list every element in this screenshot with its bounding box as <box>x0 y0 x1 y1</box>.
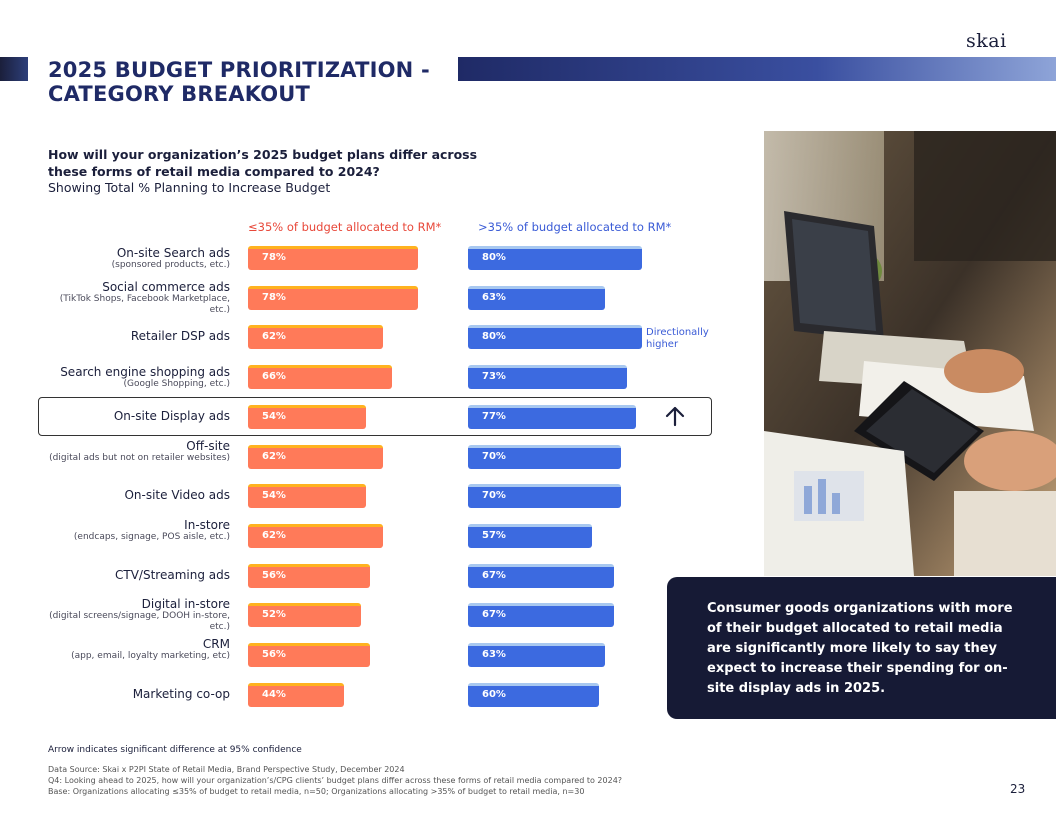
bar-low-allocation <box>248 603 362 628</box>
bar-low-allocation <box>248 563 371 588</box>
category-name: CTV/Streaming ads <box>115 567 230 582</box>
chart-question: How will your organization’s 2025 budget… <box>48 147 478 179</box>
category-name: Digital in-store <box>141 597 230 612</box>
category-detail: (sponsored products, etc.) <box>111 259 230 270</box>
bar-low-allocation <box>248 404 366 429</box>
significance-highlight-row <box>38 397 712 436</box>
category-label: Social commerce ads (TikTok Shops, Facebo… <box>45 280 230 316</box>
source-notes: Data Source: Skai x P2PI State of Retail… <box>48 764 948 797</box>
bar-high-allocation <box>468 563 615 588</box>
category-label: In-store (endcaps, signage, POS aisle, et… <box>74 518 230 543</box>
bar-value-label: 63% <box>482 649 506 660</box>
bar-low-allocation <box>248 365 392 390</box>
bar-low-allocation <box>248 246 419 270</box>
category-name: Retailer DSP ads <box>130 329 230 344</box>
category-name: In-store <box>184 517 230 532</box>
category-name: Search engine shopping ads <box>60 364 230 379</box>
category-name: Social commerce ads <box>102 279 230 294</box>
bar-value-label: 57% <box>482 529 506 541</box>
insight-callout: Consumer goods organizations with more o… <box>667 577 1056 719</box>
bar-value-label: 60% <box>482 688 506 700</box>
bar-value-label: 78% <box>262 252 286 263</box>
category-label: On-site Video ads <box>124 488 230 502</box>
bar-value-label: 67% <box>482 569 506 581</box>
category-name: Off-site <box>186 438 230 453</box>
bar-value-label: 67% <box>482 609 506 621</box>
legend-high-allocation: >35% of budget allocated to RM* <box>478 220 672 234</box>
bar-value-label: 80% <box>482 331 506 343</box>
bar-high-allocation <box>468 444 621 469</box>
title-band-left <box>0 57 28 81</box>
category-detail: (app, email, loyalty marketing, etc) <box>71 651 230 661</box>
bar-high-allocation <box>468 523 593 548</box>
bar-value-label: 78% <box>262 291 286 303</box>
bar-low-allocation <box>248 643 371 667</box>
bar-value-label: 63% <box>482 291 506 303</box>
category-label: On-site Search ads (sponsored products, e… <box>112 246 230 271</box>
arrow-up-icon <box>665 406 685 427</box>
bar-high-allocation <box>468 682 599 707</box>
category-detail: (Google Shopping, etc.) <box>123 378 230 389</box>
category-name: Marketing co-op <box>132 686 230 701</box>
directionally-higher-note: Directionally higher <box>646 327 709 350</box>
bar-value-label: 70% <box>482 450 506 462</box>
bar-value-label: 54% <box>262 490 286 502</box>
bar-value-label: 44% <box>262 688 286 700</box>
page-number: 23 <box>1010 782 1026 796</box>
category-label: Retailer DSP ads <box>131 329 230 343</box>
bar-value-label: 62% <box>262 331 286 343</box>
bar-high-allocation <box>468 365 628 390</box>
bar-low-allocation <box>248 285 419 310</box>
significance-footnote: Arrow indicates significant difference a… <box>48 745 302 755</box>
category-name: CRM <box>202 637 230 651</box>
category-label: On-site Display ads <box>114 409 230 423</box>
bar-value-label: 56% <box>262 569 286 581</box>
category-detail: (endcaps, signage, POS aisle, etc.) <box>73 531 230 542</box>
bar-low-allocation <box>248 325 384 350</box>
bar-value-label: 52% <box>262 609 286 621</box>
title-band-right <box>458 57 1056 81</box>
source-line: Data Source: Skai x P2PI State of Retail… <box>48 765 405 774</box>
bar-high-allocation <box>468 246 643 270</box>
category-label: Digital in-store (digital screens/signage… <box>45 597 230 633</box>
bar-value-label: 77% <box>482 410 506 422</box>
bar-value-label: 62% <box>262 450 286 462</box>
bar-value-label: 66% <box>262 371 286 383</box>
question-line: Q4: Looking ahead to 2025, how will your… <box>48 776 623 785</box>
bar-low-allocation <box>248 523 384 548</box>
bar-value-label: 70% <box>482 490 506 502</box>
bar-low-allocation <box>248 682 344 707</box>
category-name: On-site Display ads <box>113 408 230 423</box>
category-detail: (digital ads but not on retailer website… <box>49 452 230 463</box>
page-title: 2025 BUDGET PRIORITIZATION - CATEGORY BR… <box>48 58 430 106</box>
chart-subtitle: Showing Total % Planning to Increase Bud… <box>48 180 331 195</box>
bar-high-allocation <box>468 484 621 509</box>
category-label: CRM (app, email, loyalty marketing, etc) <box>71 637 230 662</box>
category-name: On-site Video ads <box>124 488 230 503</box>
bar-value-label: 73% <box>482 371 506 383</box>
base-line: Base: Organizations allocating ≤35% of b… <box>48 787 585 796</box>
bar-low-allocation <box>248 444 384 469</box>
category-detail: (TikTok Shops, Facebook Marketplace, etc… <box>59 293 230 315</box>
bar-high-allocation <box>468 404 636 429</box>
category-label: Search engine shopping ads (Google Shoppi… <box>60 365 230 390</box>
bar-value-label: 54% <box>262 410 286 422</box>
category-detail: (digital screens/signage, DOOH in-store,… <box>49 611 230 633</box>
category-name: On-site Search ads <box>116 245 230 260</box>
bar-high-allocation <box>468 285 606 310</box>
bar-high-allocation <box>468 603 615 628</box>
legend-low-allocation: ≤35% of budget allocated to RM* <box>248 220 442 234</box>
bar-value-label: 56% <box>262 649 286 660</box>
category-label: CTV/Streaming ads <box>115 568 230 582</box>
bar-low-allocation <box>248 484 366 509</box>
bar-value-label: 62% <box>262 529 286 541</box>
bar-high-allocation <box>468 643 606 667</box>
business-meeting-photo <box>764 131 1056 576</box>
category-label: Off-site (digital ads but not on retailer… <box>49 439 230 464</box>
bar-high-allocation <box>468 325 643 350</box>
bar-value-label: 80% <box>482 252 506 263</box>
category-label: Marketing co-op <box>133 687 230 701</box>
skai-logo: skai <box>966 30 1007 52</box>
